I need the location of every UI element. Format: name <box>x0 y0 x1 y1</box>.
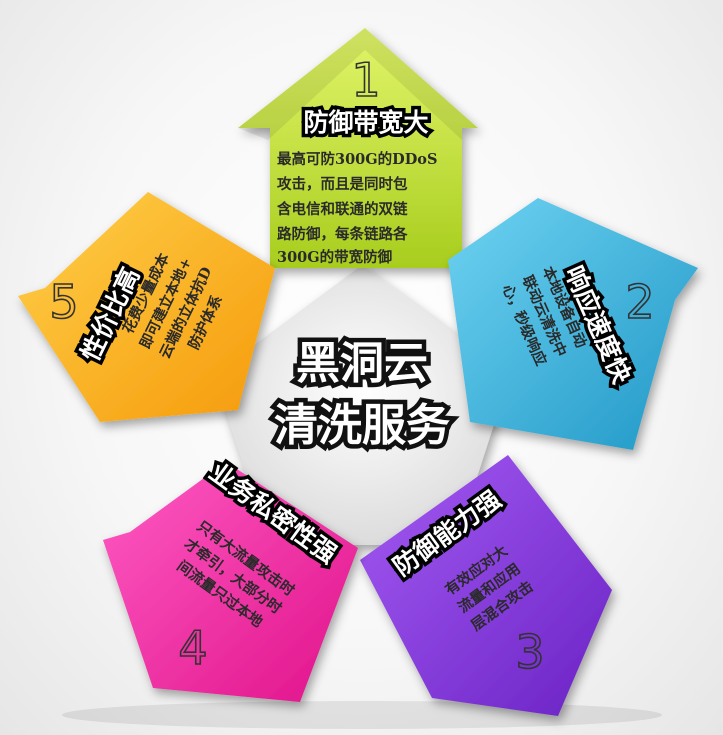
card-3-shape <box>360 455 612 716</box>
center-title-line1: 黑洞云 <box>296 338 428 389</box>
card-3-body: 有效应对大 流量和应用 层混合攻击 <box>442 541 537 634</box>
center-pentagon <box>214 265 510 545</box>
card-2-number: 2 <box>625 275 654 329</box>
card-1-title: 防御带宽大 <box>303 108 428 137</box>
card-5 <box>18 192 275 422</box>
card-4-shape <box>103 462 358 702</box>
card-2-shape <box>448 198 698 450</box>
card-1-line: 路防御，每条链路各 <box>277 225 408 243</box>
card-3 <box>360 455 612 716</box>
card-4-number: 4 <box>178 621 207 675</box>
card-3-number: 3 <box>515 625 544 679</box>
card-1-line: 攻击，而且是同时包 <box>277 175 408 193</box>
floor-shadow <box>62 701 662 729</box>
center-title-line2: 清洗服务 <box>274 400 450 451</box>
card-5-number: 5 <box>49 275 78 329</box>
card-1-number: 1 <box>351 53 380 107</box>
card-1-line: 含电信和联通的双链 <box>277 200 408 218</box>
card-4 <box>103 462 358 702</box>
card-2 <box>448 198 698 450</box>
card-1-line: 最高可防300G的DDoS <box>277 150 437 168</box>
card-1-line: 300G的带宽防御 <box>277 248 392 266</box>
card-1-body: 最高可防300G的DDoS 攻击，而且是同时包 含电信和联通的双链 路防御，每条… <box>277 150 437 266</box>
card-1 <box>238 28 478 268</box>
card-5-shape <box>18 192 275 422</box>
